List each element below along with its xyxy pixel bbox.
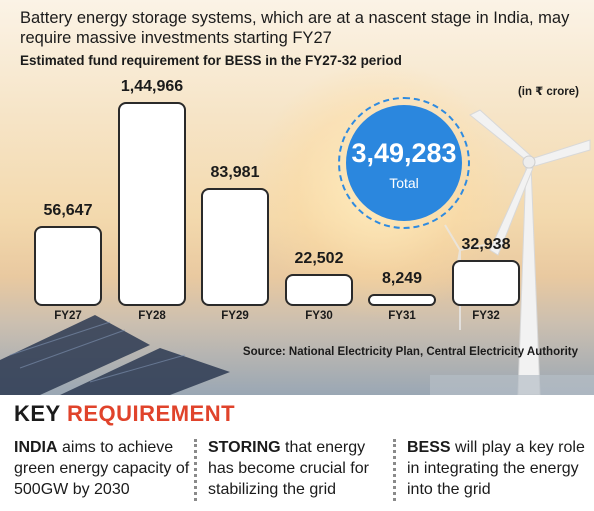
bar-value-label: 32,938 — [461, 236, 511, 253]
key-requirement-panel: KEY REQUIREMENT INDIA aims to achieve gr… — [0, 395, 594, 511]
chart-panel: Battery energy storage systems, which ar… — [0, 0, 594, 395]
key-title-part2: REQUIREMENT — [66, 401, 236, 426]
source-note: Source: National Electricity Plan, Centr… — [242, 346, 578, 358]
unit-note: (in ₹ crore) — [517, 86, 579, 98]
total-badge: 3,49,283 Total — [346, 105, 462, 221]
x-tick-label: FY30 — [305, 310, 333, 322]
bar-value-label: 83,981 — [210, 164, 260, 181]
key-title-part1: KEY — [14, 401, 61, 426]
total-value: 3,49,283 — [351, 138, 457, 168]
bar-fy29 — [201, 188, 269, 306]
bar-value-label: 1,44,966 — [120, 78, 184, 95]
bar-fy32 — [452, 260, 520, 306]
headline: Battery energy storage systems, which ar… — [20, 9, 570, 47]
divider — [393, 439, 396, 501]
key-item-storing: STORING that energy has become crucial f… — [208, 437, 390, 500]
bar-value-label: 56,647 — [43, 202, 93, 219]
bar-value-label: 22,502 — [294, 250, 344, 267]
divider — [194, 439, 197, 501]
chart-subtitle: Estimated fund requirement for BESS in t… — [20, 53, 402, 68]
key-item-bold: STORING — [208, 439, 281, 456]
bar-value-label: 8,249 — [381, 270, 423, 287]
key-item-text: will play a key role in integrating the … — [407, 439, 585, 498]
key-item-bess: BESS will play a key role in integrating… — [407, 437, 587, 500]
key-item-text: aims to achieve green energy capacity of… — [14, 439, 190, 498]
bar-fy28 — [118, 102, 186, 306]
x-tick-label: FY27 — [54, 310, 82, 322]
bar-fy30 — [285, 274, 353, 306]
x-tick-label: FY31 — [388, 310, 416, 322]
bar-fy31 — [368, 294, 436, 306]
x-tick-label: FY28 — [138, 310, 166, 322]
total-ring — [338, 97, 470, 229]
total-label: Total — [389, 175, 419, 191]
key-title: KEY REQUIREMENT — [14, 401, 235, 427]
key-item-india: INDIA aims to achieve green energy capac… — [14, 437, 194, 500]
x-tick-label: FY29 — [221, 310, 249, 322]
x-tick-label: FY32 — [472, 310, 500, 322]
key-item-bold: BESS — [407, 439, 451, 456]
key-item-bold: INDIA — [14, 439, 58, 456]
key-item-text: that energy has become crucial for stabi… — [208, 439, 369, 498]
bar-fy27 — [34, 226, 102, 306]
